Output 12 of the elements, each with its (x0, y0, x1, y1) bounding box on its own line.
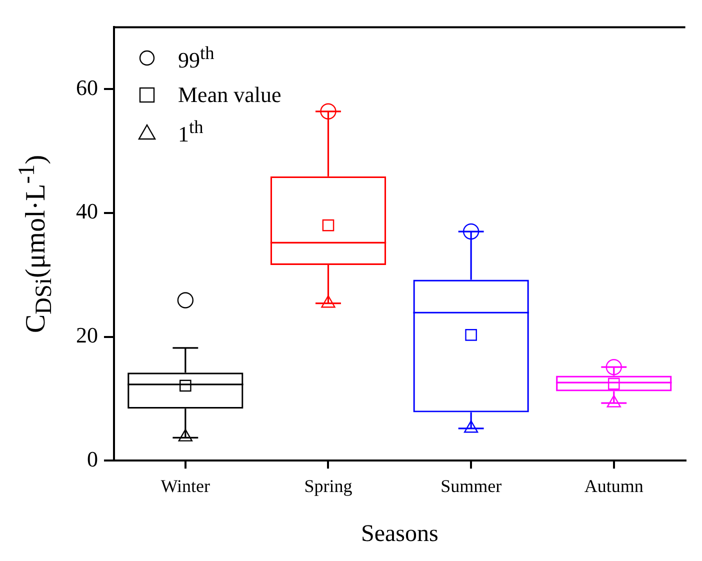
legend-label: 99$^{th}$ (178, 42, 214, 73)
x-tick-label: Autumn (584, 476, 644, 496)
x-axis-title: Seasons (360, 520, 438, 547)
y-tick-label: 60 (76, 74, 98, 100)
x-tick-label: Spring (304, 476, 352, 496)
x-tick-label: Summer (440, 476, 502, 496)
x-tick-label: Winter (160, 476, 210, 496)
y-tick-label: 0 (87, 446, 98, 472)
y-tick-label: 40 (76, 198, 98, 224)
y-tick-label: 20 (76, 322, 98, 348)
legend-label: Mean value (178, 82, 282, 108)
legend-label: 1$^{th}$ (178, 116, 204, 147)
